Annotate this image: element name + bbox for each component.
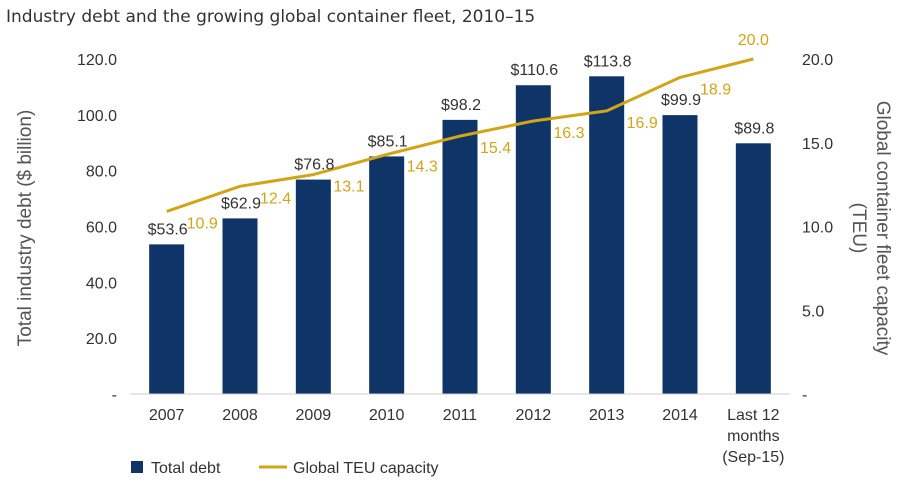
right-tick-label: 20.0	[802, 52, 833, 69]
x-tick-label: 2010	[369, 407, 405, 424]
line-value-label: 20.0	[738, 32, 769, 49]
right-tick-label: 5.0	[802, 303, 824, 320]
x-tick-label: 2009	[296, 407, 332, 424]
x-tick-label: (Sep-15)	[722, 449, 784, 466]
bar-value-label: $53.6	[148, 221, 188, 238]
left-axis-ticks: - 20.0 40.0 60.0 80.0 100.0 120.0	[77, 52, 117, 404]
x-tick-label: 2014	[662, 407, 698, 424]
bar	[222, 218, 258, 394]
left-axis-title: Total industry debt ($ billion)	[15, 110, 36, 347]
right-tick-label: -	[802, 387, 807, 404]
x-tick-label: 2008	[222, 407, 258, 424]
left-tick-label: -	[112, 387, 117, 404]
right-axis-title-line-1: Global container fleet capacity	[872, 101, 893, 356]
bar	[295, 179, 331, 394]
right-tick-label: 15.0	[802, 136, 833, 153]
left-tick-label: 120.0	[77, 52, 117, 69]
bar-value-label: $99.9	[661, 92, 701, 109]
bar-value-label: $113.8	[584, 53, 632, 70]
legend-label-total-debt: Total debt	[151, 460, 221, 477]
left-tick-label: 60.0	[86, 220, 117, 237]
legend-label-teu: Global TEU capacity	[293, 460, 439, 477]
line-series	[166, 57, 754, 213]
x-tick-label: 2013	[589, 407, 625, 424]
line-value-label: 15.4	[480, 140, 511, 157]
line-value-label: 12.4	[260, 190, 291, 207]
left-tick-label: 20.0	[86, 331, 117, 348]
bar	[149, 244, 185, 394]
x-tick-label: Last 12	[727, 407, 780, 424]
line-value-label: 16.3	[553, 125, 584, 142]
right-axis-title-line-2: (TEU)	[848, 203, 869, 254]
bar-labels: $53.6 $62.9 $76.8 $85.1 $98.2 $110.6 $113.8 $99…	[148, 53, 775, 238]
x-axis-ticks: 2007 2008 2009 2010 2011 2012 2013 2014 Last 12 m…	[149, 407, 785, 466]
bar-value-label: $89.8	[734, 120, 774, 137]
right-axis-ticks: - 5.0 10.0 15.0 20.0	[802, 52, 833, 404]
bar-value-label: $85.1	[368, 133, 408, 150]
x-tick-label: 2007	[149, 407, 185, 424]
bar-value-label: $62.9	[221, 195, 261, 212]
legend-swatch-total-debt	[131, 461, 143, 473]
x-tick-label: 2012	[516, 407, 552, 424]
line-labels: 10.9 12.4 13.1 14.3 15.4 16.3 16.9 18.9 20.0	[187, 32, 769, 232]
chart-title: Industry debt and the growing global con…	[6, 7, 535, 27]
line-value-label: 18.9	[700, 81, 731, 98]
left-tick-label: 100.0	[77, 108, 117, 125]
bar	[662, 115, 698, 395]
legend: Total debt Global TEU capacity	[131, 460, 439, 477]
bar	[589, 76, 625, 394]
right-tick-label: 10.0	[802, 220, 833, 237]
bar	[515, 85, 551, 394]
line-value-label: 10.9	[187, 215, 218, 232]
bar	[735, 143, 771, 394]
x-tick-label: 2011	[443, 407, 478, 424]
x-tick-label: months	[727, 428, 779, 445]
line-value-label: 16.9	[627, 115, 658, 132]
line-value-label: 13.1	[333, 179, 364, 196]
teu-line	[166, 57, 754, 213]
left-tick-label: 80.0	[86, 164, 117, 181]
bar	[442, 119, 478, 394]
bar-series	[149, 76, 771, 395]
bar-value-label: $98.2	[441, 97, 481, 114]
line-value-label: 14.3	[407, 158, 438, 175]
left-tick-label: 40.0	[86, 275, 117, 292]
bar-value-label: $76.8	[294, 157, 334, 174]
bar	[369, 156, 405, 394]
bar-value-label: $110.6	[510, 62, 558, 79]
